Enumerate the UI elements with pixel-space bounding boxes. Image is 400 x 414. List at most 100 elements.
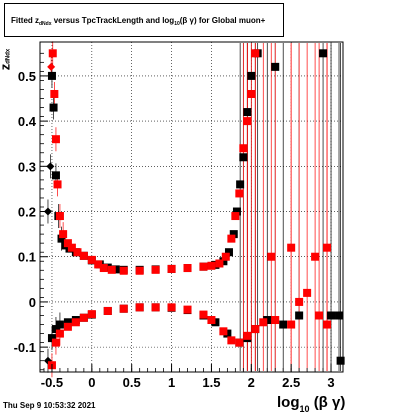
tick-labels: -0.5 0 0.5 1 1.5 2 2.5 3 -0.1 0 0.1 0.2 0.3 0.4 0.5 [14, 69, 335, 390]
data-point [107, 265, 116, 274]
data-point [79, 313, 88, 322]
data-point [135, 303, 144, 312]
title-sub2: 10 [174, 21, 180, 27]
data-point [271, 316, 280, 325]
data-point [48, 49, 57, 58]
data-point [227, 336, 236, 345]
data-point [73, 248, 82, 257]
x-label-main: log [277, 394, 300, 411]
chart-grid [40, 42, 343, 372]
data-point [51, 325, 60, 334]
data-point [224, 248, 233, 257]
data-point [71, 318, 80, 327]
data-point [119, 266, 128, 275]
data-point [243, 117, 252, 126]
data-point [51, 338, 60, 347]
data-point [207, 261, 216, 270]
data-point [67, 243, 76, 252]
data-point [55, 329, 64, 338]
data-point [287, 243, 296, 252]
x-label-tail: (β γ) [313, 394, 346, 411]
title-middle: versus TpcTrackLength and log [51, 16, 175, 25]
y-tick-label: 0.2 [18, 205, 36, 220]
data-point [327, 311, 336, 320]
data-point [47, 334, 56, 343]
data-point [271, 62, 280, 71]
data-point [295, 311, 304, 320]
data-point [239, 144, 248, 153]
title-suffix: (β γ) for Global muon+ [179, 16, 266, 25]
data-point [232, 207, 241, 216]
data-point [167, 303, 176, 312]
data-point [235, 189, 244, 198]
data-point [319, 49, 328, 58]
y-label-sub: dNdx [5, 48, 12, 64]
data-point [63, 239, 72, 248]
data-point [167, 264, 176, 273]
timestamp-footer: Thu Sep 9 10:53:32 2021 [3, 401, 96, 410]
data-point [215, 259, 224, 268]
data-point [251, 49, 260, 58]
data-point [63, 322, 72, 331]
data-point [287, 320, 296, 329]
data-point [87, 310, 96, 319]
data-point [51, 171, 60, 180]
x-tick-label: 1 [168, 375, 175, 390]
data-point [87, 255, 96, 264]
plot-frame [39, 41, 344, 373]
data-point [295, 297, 304, 306]
y-tick-label: 0 [29, 295, 36, 310]
data-point [229, 230, 238, 239]
data-point [199, 310, 208, 319]
data-point [247, 71, 256, 80]
x-axis-label: log10 (β γ) [277, 394, 345, 414]
data-point [239, 153, 248, 162]
data-point [79, 251, 88, 260]
data-point [231, 212, 240, 221]
data-point [243, 108, 252, 117]
x-tick-label: 3 [327, 375, 334, 390]
y-tick-label: 0.4 [18, 114, 37, 129]
data-point [221, 252, 230, 261]
x-tick-label: 1.5 [202, 375, 220, 390]
data-point [323, 320, 332, 329]
data-point [183, 305, 192, 314]
data-point [151, 265, 160, 274]
data-point [183, 264, 192, 273]
data-point [94, 260, 103, 269]
data-point [55, 320, 64, 329]
x-tick-label: 0 [88, 375, 95, 390]
data-point [235, 338, 244, 347]
y-label-main: z [0, 64, 12, 71]
data-point [99, 264, 108, 273]
title-prefix: Fitted z [11, 16, 39, 25]
data-point [51, 135, 60, 144]
data-point [59, 230, 68, 239]
title-sub: dNdx [39, 21, 52, 27]
y-tick-label: 0.3 [18, 159, 36, 174]
y-tick-label: -0.1 [14, 340, 36, 355]
data-point [219, 327, 228, 336]
data-point [119, 304, 128, 313]
data-point [251, 325, 260, 334]
data-point [236, 180, 245, 189]
y-axis-label: zdNdx [0, 49, 12, 71]
data-point [267, 252, 276, 261]
data-point [47, 71, 56, 80]
data-point [336, 356, 345, 365]
data-point [323, 243, 332, 252]
data-points [43, 49, 345, 370]
y-tick-label: 0.5 [18, 69, 36, 84]
data-point [57, 234, 66, 243]
data-point [53, 180, 62, 189]
data-point [199, 262, 208, 271]
y-tick-label: 0.1 [18, 250, 36, 265]
data-point [311, 252, 320, 261]
data-point [135, 266, 144, 275]
data-point [315, 311, 324, 320]
x-tick-label: 2 [248, 375, 255, 390]
data-point [227, 234, 236, 243]
data-point [243, 331, 252, 340]
data-point [55, 212, 64, 221]
